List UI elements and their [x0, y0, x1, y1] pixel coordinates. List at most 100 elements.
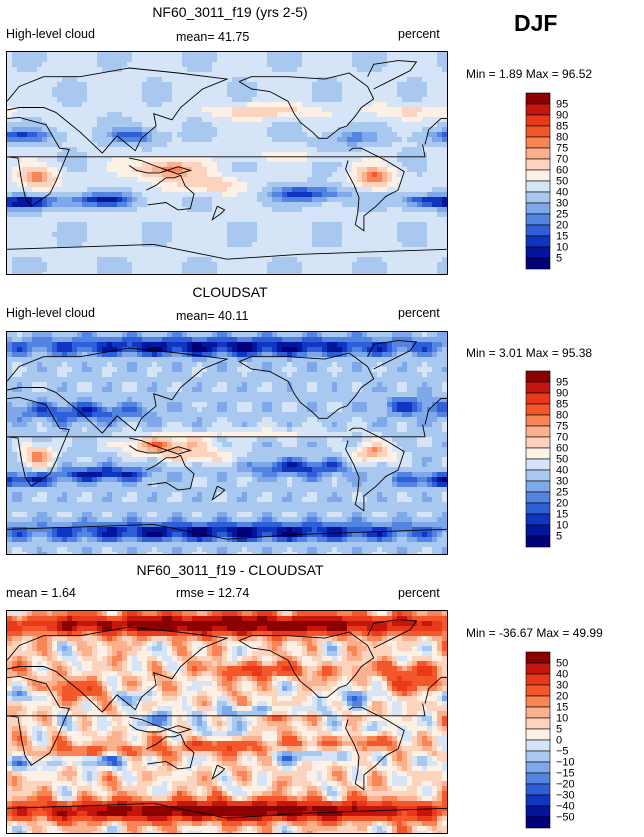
coastline: [7, 396, 70, 487]
coastline: [345, 706, 405, 791]
colorbar-tick-label: 30: [556, 198, 568, 210]
colorbar-tick-label: 85: [556, 399, 568, 411]
panel2-colorbar: 95 90 85 80 75 70 60 50 40 30 25 20 15 10 5: [525, 370, 568, 548]
colorbar-tick-label: 70: [556, 154, 568, 166]
panel1-map-field: [7, 52, 447, 274]
colorbar-tick-label: −15: [556, 768, 575, 780]
coastline: [367, 340, 418, 370]
panel1-units-label: percent: [398, 27, 440, 41]
coastline: [238, 72, 375, 139]
colorbar-swatch: [525, 728, 551, 741]
panel1-minmax: Min = 1.89 Max = 96.52: [466, 67, 593, 81]
colorbar-tick-label: 15: [556, 231, 568, 243]
panel1-map: [6, 51, 448, 275]
colorbar-swatch: [525, 381, 551, 394]
colorbar-swatch: [525, 370, 551, 383]
coastline: [7, 67, 229, 154]
colorbar-tick-label: 30: [556, 680, 568, 692]
panel2-variable-label: High-level cloud: [6, 306, 95, 320]
colorbar-swatch: [525, 425, 551, 438]
coastline: [146, 454, 195, 491]
colorbar-swatch: [525, 816, 551, 829]
colorbar-swatch: [525, 169, 551, 182]
coastline: [7, 424, 426, 438]
colorbar-tick-label: 0: [556, 735, 562, 747]
colorbar-swatch: [525, 706, 551, 719]
coastline: [424, 118, 447, 145]
colorbar-swatch: [525, 136, 551, 149]
colorbar-swatch: [525, 436, 551, 449]
panel2-title: CLOUDSAT: [192, 284, 268, 300]
colorbar-swatch: [525, 695, 551, 708]
colorbar-tick-label: −5: [556, 746, 569, 758]
colorbar-swatch: [525, 480, 551, 493]
colorbar-swatch: [525, 469, 551, 482]
colorbar-swatch: [525, 147, 551, 160]
colorbar-swatch: [525, 783, 551, 796]
panel2-units-label: percent: [398, 306, 440, 320]
colorbar-tick-label: 95: [556, 99, 568, 111]
colorbar-tick-label: 95: [556, 377, 568, 389]
colorbar-swatch: [525, 739, 551, 752]
panel3-title: NF60_3011_f19 - CLOUDSAT: [136, 562, 324, 578]
colorbar-swatch: [525, 535, 551, 548]
colorbar-tick-label: 40: [556, 187, 568, 199]
colorbar-tick-label: 60: [556, 165, 568, 177]
coastline: [7, 243, 447, 260]
panel3-map-field: [7, 611, 447, 833]
colorbar-tick-label: 10: [556, 242, 568, 254]
colorbar-tick-label: 40: [556, 465, 568, 477]
map-field-cells: [7, 611, 447, 833]
colorbar-tick-label: 75: [556, 143, 568, 155]
colorbar-tick-label: −20: [556, 779, 575, 791]
colorbar-swatch: [525, 513, 551, 526]
colorbar-tick-label: 10: [556, 713, 568, 725]
coastline: [7, 144, 426, 158]
colorbar-tick-label: −40: [556, 801, 575, 813]
colorbar-swatch: [525, 114, 551, 127]
colorbar-tick-label: 5: [556, 253, 562, 265]
panel1-colorbar: 95 90 85 80 75 70 60 50 40 30 25 20 15 10 5: [525, 92, 568, 270]
colorbar-tick-label: 10: [556, 520, 568, 532]
colorbar-swatch: [525, 447, 551, 460]
colorbar-swatch: [525, 502, 551, 515]
colorbar-tick-label: 5: [556, 724, 562, 736]
coastline: [7, 116, 70, 207]
colorbar-tick-label: 50: [556, 454, 568, 466]
coastline: [7, 523, 447, 540]
panel1-variable-label: High-level cloud: [6, 27, 95, 41]
colorbar-swatch: [525, 684, 551, 697]
coastline: [7, 703, 426, 717]
colorbar-swatch: [525, 673, 551, 686]
panel3-map: [6, 610, 448, 834]
colorbar-tick-label: 50: [556, 176, 568, 188]
colorbar-swatch: [525, 458, 551, 471]
colorbar-swatch: [525, 524, 551, 537]
panel2-map: [6, 331, 448, 555]
colorbar-swatch: [525, 213, 551, 226]
colorbar-tick-label: 20: [556, 691, 568, 703]
colorbar-swatch: [525, 246, 551, 259]
coastline: [146, 733, 195, 770]
colorbar-tick-label: 15: [556, 702, 568, 714]
coastline: [146, 174, 195, 211]
colorbar-tick-label: 20: [556, 498, 568, 510]
colorbar-tick-label: 40: [556, 669, 568, 681]
colorbar-tick-label: 25: [556, 487, 568, 499]
panel3-rmse-label: rmse = 12.74: [176, 586, 250, 600]
colorbar-swatch: [525, 92, 551, 105]
colorbar-swatch: [525, 158, 551, 171]
colorbar-swatch: [525, 651, 551, 664]
coastline: [367, 60, 418, 90]
colorbar-swatch: [525, 491, 551, 504]
colorbar-tick-label: 80: [556, 132, 568, 144]
colorbar-swatch: [525, 125, 551, 138]
season-label: DJF: [514, 10, 558, 36]
panel2-mean-label: mean= 40.11: [176, 309, 249, 323]
colorbar-swatch: [525, 414, 551, 427]
colorbar-tick-label: −10: [556, 757, 575, 769]
colorbar-tick-label: 90: [556, 388, 568, 400]
panel1-mean-label: mean= 41.75: [176, 30, 250, 44]
